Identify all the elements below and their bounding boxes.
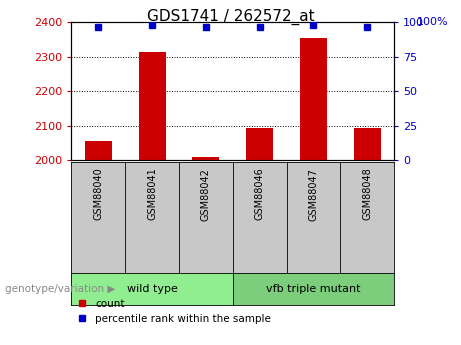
Bar [300,38,327,160]
Text: GSM88048: GSM88048 [362,168,372,220]
Text: vfb triple mutant: vfb triple mutant [266,284,361,294]
Text: GSM88046: GSM88046 [254,168,265,220]
Text: GDS1741 / 262572_at: GDS1741 / 262572_at [147,9,314,25]
Text: wild type: wild type [127,284,177,294]
Text: GSM88041: GSM88041 [147,168,157,220]
Text: GSM88040: GSM88040 [93,168,103,220]
Bar [85,141,112,160]
Text: genotype/variation ▶: genotype/variation ▶ [5,284,115,294]
Bar [193,157,219,160]
Legend: count, percentile rank within the sample: count, percentile rank within the sample [77,299,271,324]
Text: GSM88047: GSM88047 [308,168,319,220]
Y-axis label: 100%: 100% [417,17,449,27]
Bar [246,128,273,160]
Bar [139,52,165,160]
Text: GSM88042: GSM88042 [201,168,211,220]
Bar [354,128,381,160]
